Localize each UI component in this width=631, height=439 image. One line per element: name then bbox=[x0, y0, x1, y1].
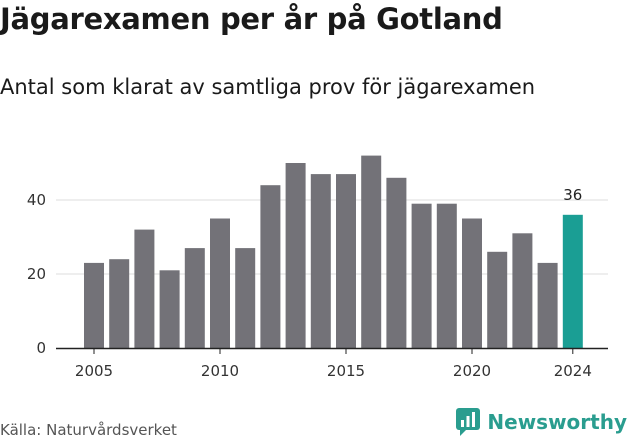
x-tick-label: 2020 bbox=[453, 362, 491, 380]
bar-highlight bbox=[562, 214, 583, 348]
highlight-data-label: 36 bbox=[563, 186, 582, 204]
bar bbox=[386, 177, 407, 348]
brand: Newsworthy bbox=[456, 407, 627, 437]
bar bbox=[462, 218, 482, 348]
bar bbox=[487, 251, 508, 348]
bar bbox=[310, 174, 331, 348]
bar bbox=[411, 203, 432, 348]
source-note: Källa: Naturvårdsverket bbox=[0, 421, 177, 439]
x-tick-label: 2010 bbox=[201, 362, 239, 380]
bar bbox=[512, 233, 533, 348]
brand-name: Newsworthy bbox=[487, 410, 627, 434]
x-tick-label: 2005 bbox=[75, 362, 113, 380]
chart-title: Jägarexamen per år på Gotland bbox=[0, 2, 503, 36]
bar bbox=[109, 259, 130, 348]
y-tick-label: 20 bbox=[27, 265, 46, 283]
bars bbox=[84, 155, 583, 348]
bar bbox=[184, 248, 205, 348]
chart-subtitle: Antal som klarat av samtliga prov för jä… bbox=[0, 75, 536, 99]
bar bbox=[285, 163, 306, 348]
newsworthy-logo-icon bbox=[456, 408, 481, 436]
bar bbox=[159, 270, 180, 348]
bar bbox=[210, 218, 230, 348]
x-tick-label: 2015 bbox=[327, 362, 365, 380]
bar bbox=[537, 262, 558, 348]
bar bbox=[436, 203, 457, 348]
x-axis: 2005 2010 2015 2020 2024 bbox=[56, 347, 608, 380]
bar bbox=[260, 185, 281, 348]
bar bbox=[84, 262, 104, 348]
bar bbox=[336, 174, 356, 348]
bar bbox=[361, 155, 382, 348]
x-tick-label: 2024 bbox=[554, 362, 592, 380]
bar bbox=[235, 248, 256, 348]
y-tick-label: 40 bbox=[27, 191, 46, 209]
y-axis: 0 20 40 bbox=[27, 191, 46, 357]
bar bbox=[134, 229, 155, 348]
annotations: 36 bbox=[563, 186, 582, 204]
bar-chart: 2005 2010 2015 2020 2024 0 20 40 36 bbox=[27, 155, 608, 380]
y-tick-label: 0 bbox=[36, 339, 46, 357]
